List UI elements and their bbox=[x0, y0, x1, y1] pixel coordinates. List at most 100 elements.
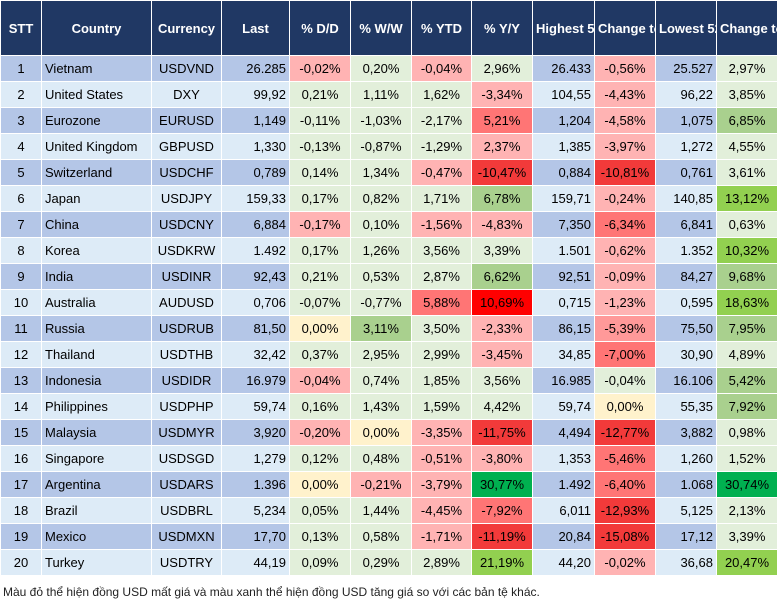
table-row: 14 Philippines USDPHP 59,74 0,16% 1,43% 1,59% 4… bbox=[0, 393, 777, 420]
cell-last: 81,50 bbox=[221, 315, 290, 342]
cell-country: Switzerland bbox=[41, 159, 152, 186]
cell-dd: -0,04% bbox=[289, 367, 351, 394]
cell-yy: -2,33% bbox=[471, 315, 533, 342]
cell-ytd: 1,62% bbox=[411, 81, 472, 108]
cell-high: 6,011 bbox=[532, 497, 595, 524]
cell-low: 96,22 bbox=[655, 81, 717, 108]
cell-high: 159,71 bbox=[532, 185, 595, 212]
cell-dd: 0,13% bbox=[289, 523, 351, 550]
cell-yy: -4,83% bbox=[471, 211, 533, 238]
cell-ww: 1,26% bbox=[350, 237, 412, 264]
cell-ww: 0,82% bbox=[350, 185, 412, 212]
cell-high: 0,715 bbox=[532, 289, 595, 316]
cell-currency: DXY bbox=[151, 81, 222, 108]
cell-ytd: 5,88% bbox=[411, 289, 472, 316]
cell-last: 1,279 bbox=[221, 445, 290, 472]
cell-yy: -3,34% bbox=[471, 81, 533, 108]
cell-chh: -0,62% bbox=[594, 237, 656, 264]
cell-currency: USDJPY bbox=[151, 185, 222, 212]
table-row: 10 Australia AUDUSD 0,706 -0,07% -0,77% 5,88% 1… bbox=[0, 289, 777, 316]
table-row: 19 Mexico USDMXN 17,70 0,13% 0,58% -1,71% -11,1… bbox=[0, 523, 777, 550]
cell-yy: 2,37% bbox=[471, 133, 533, 160]
cell-stt: 16 bbox=[0, 445, 42, 472]
cell-last: 5,234 bbox=[221, 497, 290, 524]
currency-table: STT Country Currency Last% D/D% W/W% YTD% Y… bbox=[0, 0, 777, 576]
cell-country: Singapore bbox=[41, 445, 152, 472]
cell-dd: 0,17% bbox=[289, 185, 351, 212]
cell-dd: -0,20% bbox=[289, 419, 351, 446]
cell-low: 5,125 bbox=[655, 497, 717, 524]
cell-dd: 0,37% bbox=[289, 341, 351, 368]
cell-high: 44,20 bbox=[532, 549, 595, 576]
cell-country: United States bbox=[41, 81, 152, 108]
cell-chl: 4,89% bbox=[716, 341, 777, 368]
cell-stt: 4 bbox=[0, 133, 42, 160]
cell-chh: -0,04% bbox=[594, 367, 656, 394]
cell-last: 26.285 bbox=[221, 55, 290, 82]
cell-stt: 3 bbox=[0, 107, 42, 134]
cell-currency: USDCHF bbox=[151, 159, 222, 186]
table-row: 4 United Kingdom GBPUSD 1,330 -0,13% -0,87% -1… bbox=[0, 133, 777, 160]
cell-dd: -0,13% bbox=[289, 133, 351, 160]
table-row: 16 Singapore USDSGD 1,279 0,12% 0,48% -0,51% -3… bbox=[0, 445, 777, 472]
cell-ww: 0,58% bbox=[350, 523, 412, 550]
cell-dd: 0,00% bbox=[289, 471, 351, 498]
cell-low: 25.527 bbox=[655, 55, 717, 82]
table-row: 17 Argentina USDARS 1.396 0,00% -0,21% -3,79% 3… bbox=[0, 471, 777, 498]
table-row: 12 Thailand USDTHB 32,42 0,37% 2,95% 2,99% -3,4… bbox=[0, 341, 777, 368]
cell-country: Japan bbox=[41, 185, 152, 212]
cell-chh: -12,77% bbox=[594, 419, 656, 446]
cell-high: 0,884 bbox=[532, 159, 595, 186]
cell-low: 1,075 bbox=[655, 107, 717, 134]
table-row: 6 Japan USDJPY 159,33 0,17% 0,82% 1,71% 6,78% 15… bbox=[0, 185, 777, 212]
cell-ytd: -2,17% bbox=[411, 107, 472, 134]
column-header-chl: Change to L52W bbox=[716, 0, 777, 56]
cell-last: 59,74 bbox=[221, 393, 290, 420]
cell-stt: 15 bbox=[0, 419, 42, 446]
cell-last: 99,92 bbox=[221, 81, 290, 108]
cell-ytd: 3,56% bbox=[411, 237, 472, 264]
cell-high: 20,84 bbox=[532, 523, 595, 550]
cell-yy: 21,19% bbox=[471, 549, 533, 576]
cell-country: Turkey bbox=[41, 549, 152, 576]
cell-ww: -0,87% bbox=[350, 133, 412, 160]
cell-ytd: -0,51% bbox=[411, 445, 472, 472]
cell-chl: 5,42% bbox=[716, 367, 777, 394]
cell-stt: 17 bbox=[0, 471, 42, 498]
column-header-ww: % W/W bbox=[350, 0, 412, 56]
column-header-last: Last bbox=[221, 0, 290, 56]
cell-chh: -5,39% bbox=[594, 315, 656, 342]
cell-chl: 0,98% bbox=[716, 419, 777, 446]
cell-country: Australia bbox=[41, 289, 152, 316]
cell-country: Russia bbox=[41, 315, 152, 342]
cell-yy: -11,19% bbox=[471, 523, 533, 550]
cell-high: 1,385 bbox=[532, 133, 595, 160]
cell-ww: 0,53% bbox=[350, 263, 412, 290]
cell-ytd: 2,89% bbox=[411, 549, 472, 576]
cell-ytd: -1,56% bbox=[411, 211, 472, 238]
cell-high: 4,494 bbox=[532, 419, 595, 446]
cell-chl: 10,32% bbox=[716, 237, 777, 264]
cell-yy: 10,69% bbox=[471, 289, 533, 316]
cell-ytd: 2,87% bbox=[411, 263, 472, 290]
cell-dd: 0,21% bbox=[289, 263, 351, 290]
cell-yy: 4,42% bbox=[471, 393, 533, 420]
cell-chl: 20,47% bbox=[716, 549, 777, 576]
cell-last: 3,920 bbox=[221, 419, 290, 446]
cell-low: 140,85 bbox=[655, 185, 717, 212]
column-header-high: Highest 52W bbox=[532, 0, 595, 56]
cell-chl: 13,12% bbox=[716, 185, 777, 212]
cell-low: 1,260 bbox=[655, 445, 717, 472]
cell-stt: 6 bbox=[0, 185, 42, 212]
cell-last: 1.492 bbox=[221, 237, 290, 264]
cell-low: 6,841 bbox=[655, 211, 717, 238]
cell-stt: 14 bbox=[0, 393, 42, 420]
cell-chl: 7,95% bbox=[716, 315, 777, 342]
cell-chh: -0,09% bbox=[594, 263, 656, 290]
cell-country: China bbox=[41, 211, 152, 238]
cell-ytd: -0,47% bbox=[411, 159, 472, 186]
cell-yy: 2,96% bbox=[471, 55, 533, 82]
cell-high: 59,74 bbox=[532, 393, 595, 420]
cell-ytd: 1,71% bbox=[411, 185, 472, 212]
cell-chh: -0,56% bbox=[594, 55, 656, 82]
